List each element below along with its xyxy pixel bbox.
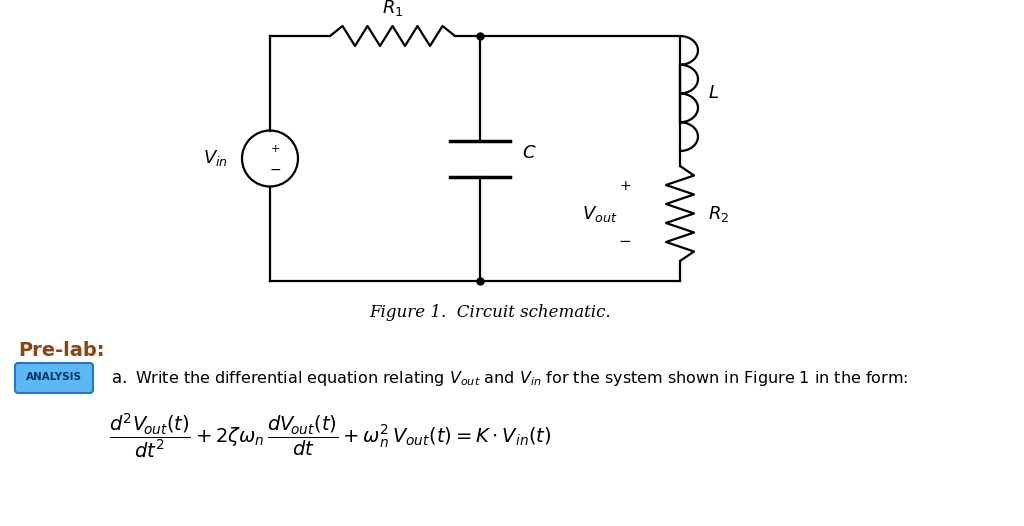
Text: Write the differential equation relating $V_{out}$ and $V_{in}$ for the system s: Write the differential equation relating…	[135, 369, 908, 388]
Text: $C$: $C$	[522, 145, 537, 163]
Text: +: +	[270, 144, 280, 154]
Text: $V_{in}$: $V_{in}$	[203, 148, 228, 168]
Text: $V_{out}$: $V_{out}$	[582, 204, 617, 224]
Text: +: +	[620, 178, 631, 193]
Text: $\dfrac{d^2V_{\!out}(t)}{dt^2}+ 2\zeta\omega_n\,\dfrac{dV_{\!out}(t)}{dt}+ \omeg: $\dfrac{d^2V_{\!out}(t)}{dt^2}+ 2\zeta\o…	[109, 412, 551, 460]
Text: Figure 1.  Circuit schematic.: Figure 1. Circuit schematic.	[370, 304, 610, 321]
Text: $L$: $L$	[708, 85, 719, 103]
Text: $R_2$: $R_2$	[708, 204, 729, 224]
Text: −: −	[269, 163, 281, 177]
Text: Pre-lab:: Pre-lab:	[18, 341, 104, 360]
Text: a.: a.	[112, 369, 127, 387]
Text: $R_1$: $R_1$	[382, 0, 403, 18]
FancyBboxPatch shape	[15, 363, 93, 393]
Text: ANALYSIS: ANALYSIS	[26, 372, 82, 382]
Text: −: −	[618, 234, 632, 249]
